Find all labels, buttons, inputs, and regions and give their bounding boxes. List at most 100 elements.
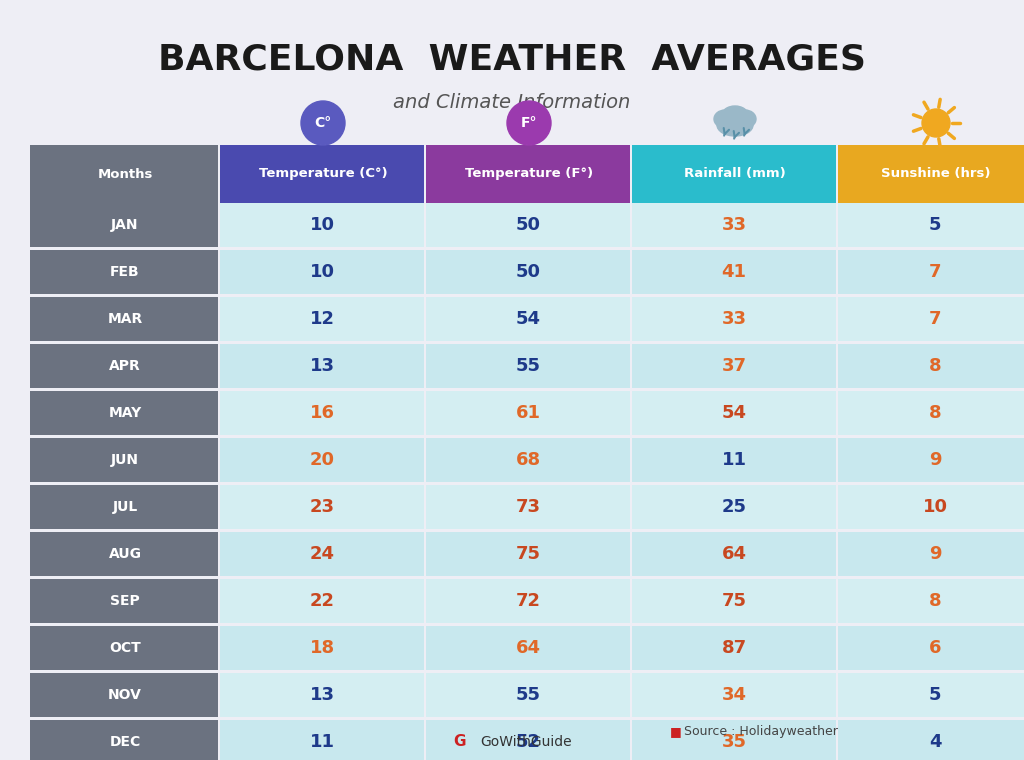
Text: Rainfall (mm): Rainfall (mm): [684, 167, 785, 181]
Text: 9: 9: [929, 545, 941, 563]
Bar: [838, 626, 1024, 670]
Text: 50: 50: [515, 216, 541, 234]
Text: DEC: DEC: [110, 735, 140, 749]
Bar: [220, 438, 424, 482]
Text: 75: 75: [722, 592, 746, 610]
Text: Sunshine (hrs): Sunshine (hrs): [882, 167, 991, 181]
Text: 7: 7: [929, 263, 941, 281]
Bar: [30, 250, 218, 294]
Text: 64: 64: [722, 545, 746, 563]
Text: 68: 68: [515, 451, 541, 469]
Text: 8: 8: [929, 404, 941, 422]
Text: 10: 10: [309, 216, 335, 234]
Ellipse shape: [734, 110, 756, 128]
Bar: [220, 532, 424, 576]
Bar: [426, 203, 630, 247]
Bar: [632, 344, 836, 388]
Bar: [426, 438, 630, 482]
Bar: [30, 438, 218, 482]
Text: 20: 20: [309, 451, 335, 469]
Text: and Climate Information: and Climate Information: [393, 93, 631, 112]
Bar: [838, 485, 1024, 529]
Text: 11: 11: [722, 451, 746, 469]
Text: 4: 4: [929, 733, 941, 751]
Bar: [632, 485, 836, 529]
Text: 24: 24: [309, 545, 335, 563]
Bar: [838, 391, 1024, 435]
Bar: [220, 579, 424, 623]
Bar: [220, 626, 424, 670]
Text: OCT: OCT: [110, 641, 141, 655]
Text: 50: 50: [515, 263, 541, 281]
Bar: [838, 438, 1024, 482]
Bar: [632, 145, 836, 203]
Bar: [30, 203, 218, 247]
Bar: [632, 673, 836, 717]
Text: Source : Holidayweather: Source : Holidayweather: [684, 726, 838, 739]
Text: APR: APR: [110, 359, 141, 373]
Bar: [838, 579, 1024, 623]
Bar: [838, 532, 1024, 576]
Text: JUL: JUL: [113, 500, 137, 514]
Bar: [632, 250, 836, 294]
Bar: [426, 250, 630, 294]
Bar: [30, 485, 218, 529]
Bar: [632, 626, 836, 670]
Text: 22: 22: [309, 592, 335, 610]
Text: 11: 11: [309, 733, 335, 751]
Text: JAN: JAN: [112, 218, 138, 232]
Circle shape: [507, 101, 551, 145]
Text: 8: 8: [929, 592, 941, 610]
Text: FEB: FEB: [111, 265, 140, 279]
Text: Months: Months: [97, 167, 153, 181]
Ellipse shape: [722, 106, 748, 124]
Text: GoWithGuide: GoWithGuide: [480, 735, 571, 749]
Text: MAY: MAY: [109, 406, 141, 420]
Bar: [426, 391, 630, 435]
Bar: [838, 145, 1024, 203]
Text: 33: 33: [722, 216, 746, 234]
Text: AUG: AUG: [109, 547, 141, 561]
Bar: [220, 391, 424, 435]
Bar: [426, 145, 630, 203]
Bar: [426, 344, 630, 388]
Text: 16: 16: [309, 404, 335, 422]
Text: Temperature (F°): Temperature (F°): [465, 167, 593, 181]
Text: 5: 5: [929, 216, 941, 234]
Bar: [426, 673, 630, 717]
Text: 13: 13: [309, 686, 335, 704]
Bar: [838, 344, 1024, 388]
Bar: [426, 626, 630, 670]
Circle shape: [922, 109, 950, 137]
Circle shape: [301, 101, 345, 145]
Bar: [632, 720, 836, 760]
Text: 35: 35: [722, 733, 746, 751]
Bar: [426, 579, 630, 623]
Text: F°: F°: [521, 116, 538, 130]
Bar: [838, 673, 1024, 717]
Text: 52: 52: [515, 733, 541, 751]
Bar: [30, 626, 218, 670]
Text: 73: 73: [515, 498, 541, 516]
Bar: [30, 532, 218, 576]
Text: 12: 12: [309, 310, 335, 328]
Bar: [220, 250, 424, 294]
Bar: [426, 485, 630, 529]
Bar: [632, 297, 836, 341]
Text: 5: 5: [929, 686, 941, 704]
Text: 13: 13: [309, 357, 335, 375]
Bar: [220, 203, 424, 247]
Ellipse shape: [717, 114, 753, 136]
Ellipse shape: [714, 110, 736, 128]
Bar: [30, 297, 218, 341]
Text: 6: 6: [929, 639, 941, 657]
Bar: [632, 391, 836, 435]
Bar: [220, 145, 424, 203]
Text: 64: 64: [515, 639, 541, 657]
Text: 23: 23: [309, 498, 335, 516]
Bar: [838, 250, 1024, 294]
Bar: [30, 145, 218, 203]
Bar: [220, 720, 424, 760]
Text: 37: 37: [722, 357, 746, 375]
Text: ■: ■: [670, 726, 682, 739]
